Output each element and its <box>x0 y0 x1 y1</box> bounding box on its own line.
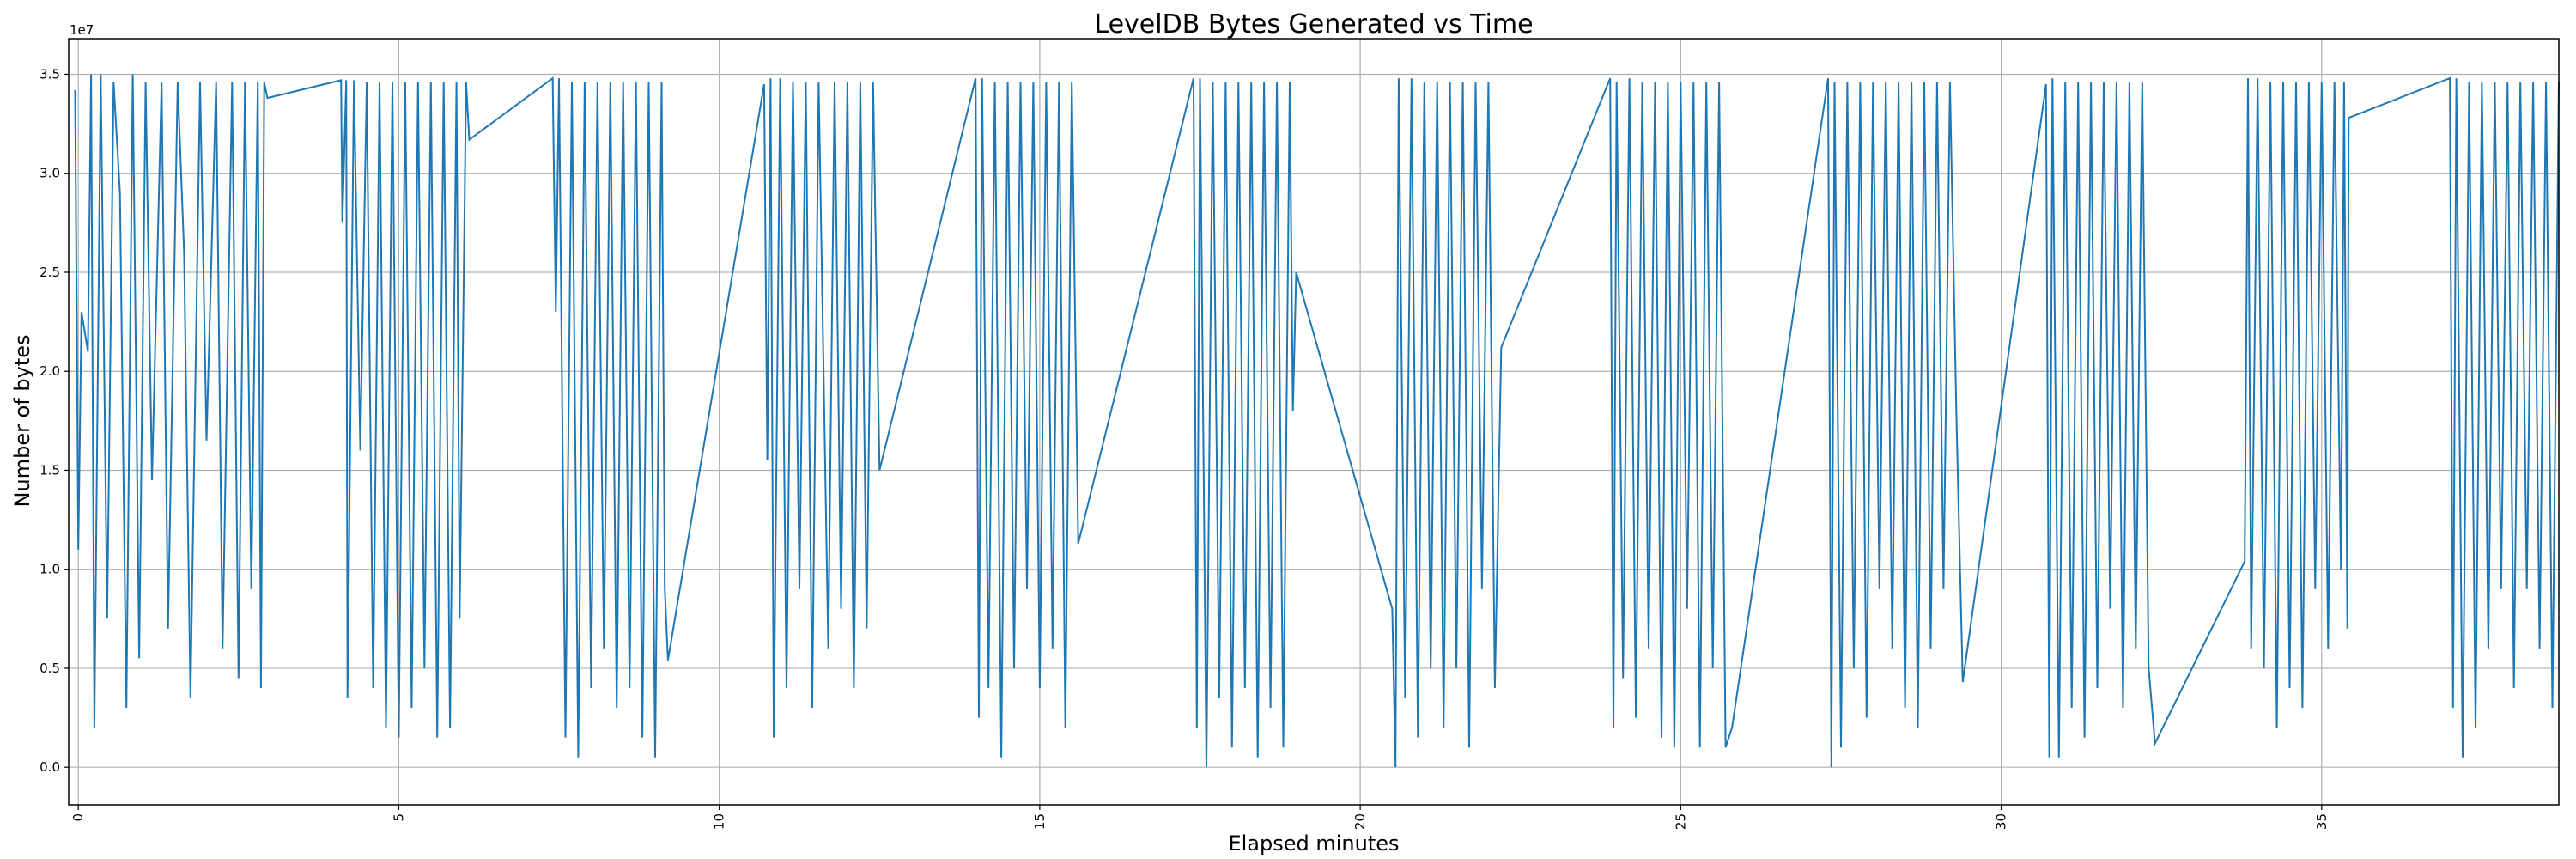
x-axis-label: Elapsed minutes <box>1228 832 1399 856</box>
y-tick-label: 2.5 <box>39 265 60 280</box>
x-tick-label: 25 <box>1673 813 1688 830</box>
x-tick-label: 10 <box>712 813 727 830</box>
y-axis: 0.0 0.5 1.0 1.5 2.0 2.5 3.0 3.5 <box>39 66 69 775</box>
y-axis-label: Number of bytes <box>10 335 34 508</box>
axes-frame <box>68 38 2560 806</box>
y-offset-label: 1e7 <box>70 22 94 38</box>
x-tick-label: 0 <box>70 813 86 822</box>
x-tick-label: 35 <box>2314 813 2330 830</box>
chart-title: LevelDB Bytes Generated vs Time <box>1094 9 1533 40</box>
y-tick-label: 1.0 <box>39 562 60 577</box>
x-tick-label: 15 <box>1032 813 1048 830</box>
y-tick-label: 3.5 <box>39 66 60 82</box>
y-tick-label: 0.5 <box>39 661 60 676</box>
y-tick-label: 2.0 <box>39 363 60 379</box>
x-tick-label: 20 <box>1352 813 1368 830</box>
y-tick-label: 0.0 <box>39 759 60 775</box>
x-tick-label: 5 <box>391 813 406 822</box>
data-series-line <box>74 74 2560 768</box>
plot-area <box>74 74 2560 768</box>
x-axis: 0 5 10 15 20 25 30 35 <box>70 805 2330 830</box>
y-tick-label: 3.0 <box>39 166 60 181</box>
y-tick-label: 1.5 <box>39 462 60 478</box>
x-tick-label: 30 <box>1994 813 2009 830</box>
